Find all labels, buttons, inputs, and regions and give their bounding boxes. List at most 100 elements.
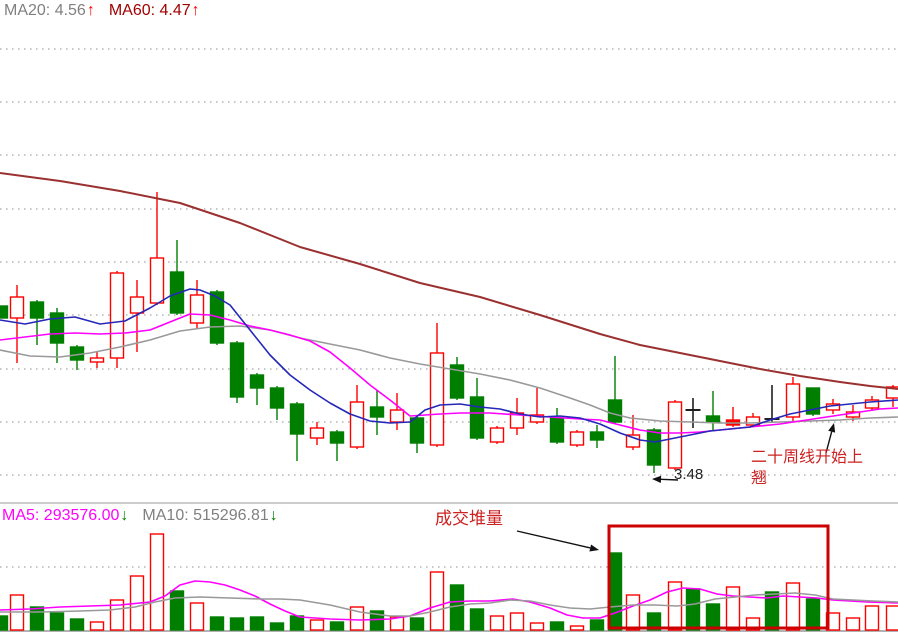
volume-bar — [449, 584, 465, 631]
ma60-value-label: MA60: 4.47 — [108, 2, 191, 19]
volume-bar — [805, 598, 821, 631]
candlestick — [349, 401, 365, 448]
volume-bar — [229, 617, 245, 631]
candlestick — [9, 296, 25, 319]
volume-bar — [764, 591, 780, 631]
ma20-value-label: MA20: 4.56 — [4, 2, 86, 19]
volume-bar — [369, 610, 385, 631]
ma5-down-arrow-icon: ↓ — [120, 507, 129, 524]
volume-bar — [529, 622, 545, 631]
volume-bar — [89, 621, 105, 631]
volume-highlight-box — [607, 524, 830, 630]
candlestick — [805, 387, 821, 415]
ma10-value-label: MA10: 515296.81 — [142, 507, 269, 524]
volume-bar — [289, 615, 305, 631]
price-ma-layer — [0, 172, 898, 443]
candles-layer — [0, 192, 898, 473]
candlestick — [667, 401, 683, 469]
volume-bar — [109, 599, 125, 631]
volume-bar — [29, 606, 45, 631]
candlestick — [89, 357, 105, 363]
volume-bar — [549, 621, 565, 631]
candlestick — [589, 431, 605, 441]
volume-bar — [269, 622, 285, 631]
price-ma-header: MA20: 4.56↑ MA60: 4.47↑ — [4, 2, 202, 20]
candlestick — [369, 406, 385, 418]
week-line-note: 二十周线开始上翘 — [751, 449, 864, 487]
volume-bar — [685, 588, 701, 631]
volume-ma-header: MA5: 293576.00↓ MA10: 515296.81↓ — [2, 507, 280, 525]
candlestick — [169, 271, 185, 314]
candlestick — [569, 431, 585, 446]
candlestick — [109, 272, 125, 359]
volume-bar — [785, 582, 801, 631]
volume-bars-layer — [0, 533, 898, 631]
candlestick — [29, 301, 45, 319]
candlestick — [269, 387, 285, 409]
volume-bar — [569, 625, 585, 631]
candlestick — [149, 257, 165, 304]
volume-bar — [705, 603, 721, 631]
volume-bar — [646, 612, 662, 631]
volume-bar — [864, 605, 880, 631]
candlestick — [646, 429, 662, 466]
candlestick — [249, 374, 265, 389]
candlestick — [785, 383, 801, 418]
candlestick — [289, 403, 305, 435]
ma20-up-arrow-icon: ↑ — [86, 2, 95, 19]
volume-bar — [149, 533, 165, 631]
volume-bar — [49, 612, 65, 631]
candlestick — [529, 414, 545, 423]
volume-bar — [725, 586, 741, 631]
ma10-down-arrow-icon: ↓ — [269, 507, 278, 524]
candlestick — [489, 427, 505, 443]
volume-bar — [885, 605, 898, 631]
candlestick — [885, 386, 898, 399]
ma60-up-arrow-icon: ↑ — [191, 2, 200, 19]
volume-pileup-note: 成交堆量 — [435, 509, 503, 528]
arrows-layer — [516, 423, 836, 552]
candlestick — [745, 416, 761, 426]
volume-bar — [589, 619, 605, 631]
candlestick — [229, 342, 245, 398]
ma5-value-label: MA5: 293576.00 — [2, 507, 120, 524]
volume-ma-layer — [0, 580, 898, 621]
low-price-arrow — [652, 475, 662, 483]
candlestick — [389, 409, 405, 423]
candlestick — [329, 431, 345, 444]
volume-bar — [249, 616, 265, 631]
volume-bar — [169, 590, 185, 631]
volume-bar — [309, 619, 325, 631]
volume-bar — [509, 612, 525, 631]
volume-bar — [429, 571, 445, 631]
gridlines-layer — [0, 48, 898, 632]
candlestick — [129, 296, 145, 314]
candlestick — [469, 396, 485, 439]
volume-bar — [0, 615, 9, 631]
volume-bar — [489, 615, 505, 631]
volume-bar — [469, 608, 485, 631]
candlestick — [705, 415, 721, 423]
candlestick — [429, 352, 445, 446]
volume-bar — [409, 617, 425, 631]
candlestick — [409, 417, 425, 444]
volume-bar — [845, 617, 861, 631]
volume-bar — [189, 602, 205, 631]
volume-bar — [329, 621, 345, 631]
candlestick — [549, 417, 565, 443]
low-price-label: 3.48 — [674, 466, 704, 483]
volume-bar — [209, 616, 225, 631]
volume-bar — [389, 616, 405, 631]
volume-bar — [625, 594, 641, 631]
volume-note-arrow — [589, 544, 599, 552]
candlestick — [864, 399, 880, 409]
candlestick — [449, 364, 465, 399]
candlestick — [309, 427, 325, 439]
candlestick — [607, 399, 623, 423]
candlestick — [189, 294, 205, 324]
candlestick — [49, 312, 65, 344]
volume-bar — [69, 618, 85, 631]
week-line-arrow — [828, 423, 836, 433]
